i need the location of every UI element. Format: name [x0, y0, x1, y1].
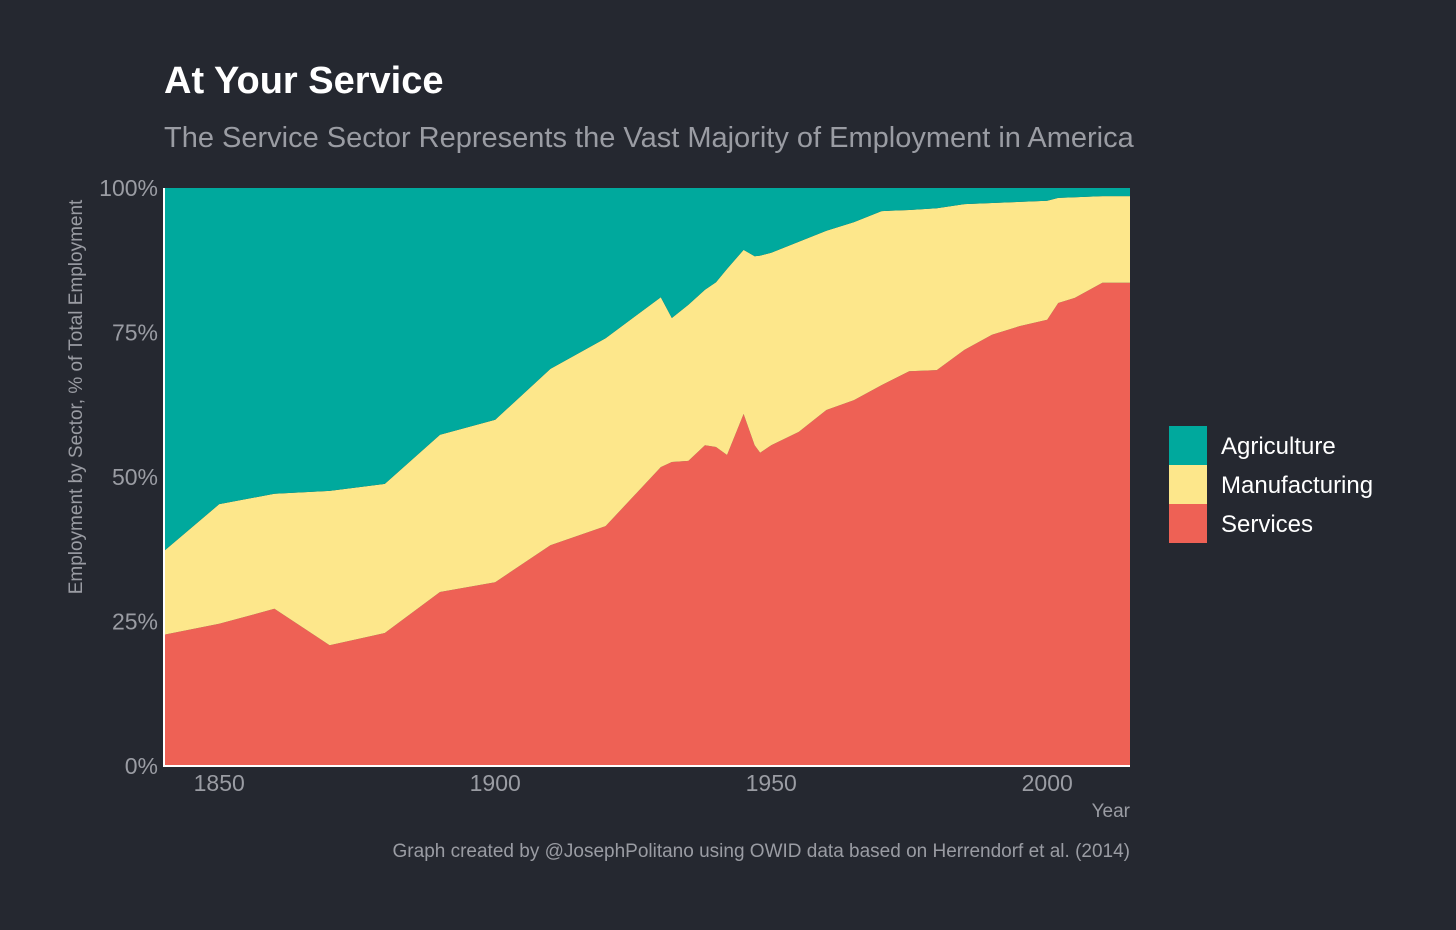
area-services [164, 282, 1130, 766]
area-manufacturing [164, 196, 1130, 646]
legend-swatch-services [1169, 504, 1207, 543]
x-tick-label: 1850 [194, 770, 245, 796]
chart-title: At Your Service [164, 60, 444, 102]
y-tick-label: 0% [125, 753, 158, 779]
legend-label-manufacturing: Manufacturing [1221, 472, 1373, 499]
y-tick-label: 100% [99, 175, 158, 201]
x-tick-label: 1900 [470, 770, 521, 796]
chart-subtitle: The Service Sector Represents the Vast M… [164, 122, 1134, 154]
y-tick-label: 50% [112, 464, 158, 490]
chart-caption: Graph created by @JosephPolitano using O… [392, 841, 1130, 862]
x-tick-label: 2000 [1022, 770, 1073, 796]
x-axis-label: Year [1092, 801, 1131, 822]
legend-swatch-agriculture [1169, 426, 1207, 465]
x-tick-label: 1950 [746, 770, 797, 796]
legend-swatch-manufacturing [1169, 465, 1207, 504]
y-tick-label: 75% [112, 320, 158, 346]
y-tick-label: 25% [112, 609, 158, 635]
legend-label-services: Services [1221, 511, 1313, 538]
y-axis-label: Employment by Sector, % of Total Employm… [66, 199, 87, 594]
area-agriculture [164, 188, 1130, 551]
legend-label-agriculture: Agriculture [1221, 433, 1336, 460]
